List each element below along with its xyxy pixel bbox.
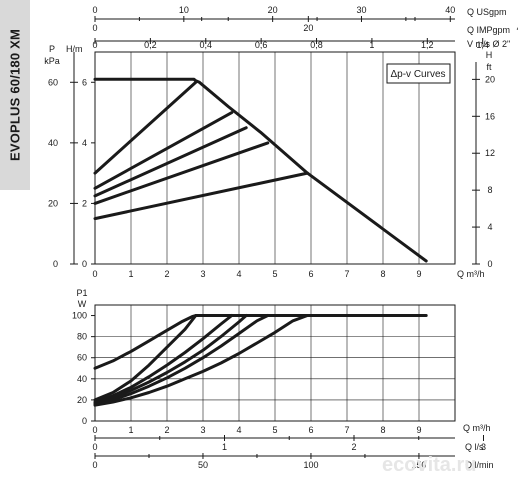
velocity-tick-label: 1,4: [476, 40, 489, 50]
impgpm-tick-label: 20: [303, 23, 313, 33]
impgpm-tick-label: 0: [92, 23, 97, 33]
pressure-unit-label: kPa: [44, 56, 60, 66]
power-curve-6: [93, 314, 309, 407]
flow-tick-label: 0: [92, 425, 97, 435]
velocity-tick-label: 0,4: [200, 40, 213, 50]
watermark: ecovita.ru: [382, 454, 477, 476]
lmin-tick-label: 100: [303, 460, 318, 470]
flow-tick-label: 2: [164, 425, 169, 435]
velocity-tick-label: 0,2: [144, 40, 157, 50]
flow-tick-label: 7: [344, 269, 349, 279]
model-tab: EVOPLUS 60/180 XM: [0, 0, 30, 190]
flow-tick-label: 6: [308, 425, 313, 435]
power-tick-label: 60: [77, 353, 87, 363]
head-curve-4: [93, 126, 248, 198]
lmin-tick-label: 150: [411, 460, 426, 470]
flow-tick-label: 3: [200, 269, 205, 279]
flow-tick-label: 3: [200, 425, 205, 435]
head-ft-tick-label: 20: [485, 74, 495, 84]
head-m-tick-label: 6: [82, 77, 87, 87]
ls-tick-label: 1: [222, 442, 227, 452]
power-curve-3: [93, 314, 234, 404]
usgpm-tick-label: 40: [445, 5, 455, 15]
head-m-axis-label: H/m: [66, 44, 83, 54]
usgpm-tick-label: 0: [92, 5, 97, 15]
head-ft-tick-label: 12: [485, 148, 495, 158]
head-ft-tick-label: 0: [487, 259, 492, 269]
lmin-tick-label: 0: [92, 460, 97, 470]
power-tick-label: 40: [77, 374, 87, 384]
ls-tick-label: 3: [481, 442, 486, 452]
power-curve-1: [93, 314, 198, 370]
flow-tick-label: 4: [236, 269, 241, 279]
lmin-tick-label: 50: [198, 460, 208, 470]
flow-tick-label: 9: [416, 425, 421, 435]
flow-tick-label: 1: [128, 269, 133, 279]
head-curve-1: [93, 77, 428, 263]
ls-tick-label: 2: [351, 442, 356, 452]
velocity-tick-label: 0: [92, 40, 97, 50]
legend-box: [386, 63, 451, 84]
usgpm-tick-label: 10: [179, 5, 189, 15]
flow-tick-label: 9: [416, 269, 421, 279]
impgpm-unit: Q IMPgpm: [467, 25, 510, 35]
power-tick-label: 20: [77, 395, 87, 405]
flow-tick-label: 1: [128, 425, 133, 435]
head-ft-tick-label: 8: [487, 185, 492, 195]
flow-tick-label: 8: [380, 425, 385, 435]
velocity-tick-label: 0,8: [310, 40, 323, 50]
head-ft-unit-label: ft: [486, 62, 492, 72]
power-tick-label: 100: [72, 311, 87, 321]
power-curve-5: [93, 314, 270, 406]
flow-tick-label: 5: [272, 425, 277, 435]
ls-tick-label: 0: [92, 442, 97, 452]
head-m-tick-label: 0: [82, 259, 87, 269]
pressure-kpa-tick-label: 20: [48, 198, 58, 208]
velocity-unit: V m/s Ø 2": [467, 39, 510, 49]
head-curve-5: [93, 141, 270, 205]
head-m-tick-label: 2: [82, 198, 87, 208]
power-tick-label: 0: [82, 416, 87, 426]
usgpm-tick-label: 20: [268, 5, 278, 15]
flow-tick-label: 8: [380, 269, 385, 279]
flow-axis-label: Q m³/h: [457, 269, 485, 279]
velocity-tick-label: 0,6: [255, 40, 268, 50]
head-ft-tick-label: 16: [485, 111, 495, 121]
power-unit-label: W: [78, 299, 87, 309]
power-axis-label: P1: [76, 288, 87, 298]
velocity-tick-label: 1: [369, 40, 374, 50]
flow-tick-label: 0: [92, 269, 97, 279]
pressure-axis-label: P: [49, 44, 55, 54]
power-tick-label: 80: [77, 332, 87, 342]
flow-tick-label: 4: [236, 425, 241, 435]
velocity-tick-label: 1,2: [421, 40, 434, 50]
pressure-kpa-tick-label: 40: [48, 138, 58, 148]
pressure-kpa-tick-label: 60: [48, 77, 58, 87]
power-curve-2: [93, 314, 428, 402]
lmin-unit: Q l/min: [465, 460, 494, 470]
flow-tick-label: 5: [272, 269, 277, 279]
flow-tick-label: 6: [308, 269, 313, 279]
flow-tick-label: 7: [344, 425, 349, 435]
head-ft-tick-label: 4: [487, 222, 492, 232]
usgpm-tick-label: 30: [356, 5, 366, 15]
ls-unit: Q l/s: [465, 442, 484, 452]
power-curve-4: [93, 314, 248, 405]
flow-tick-label: 2: [164, 269, 169, 279]
legend-text: Δp-v Curves: [390, 69, 445, 80]
head-curve-3: [93, 111, 234, 190]
head-curve-6: [93, 171, 309, 221]
impgpm-tick-label: 40: [517, 23, 518, 33]
usgpm-unit: Q USgpm: [467, 7, 507, 17]
flow-axis-label: Q m³/h: [463, 423, 491, 433]
pressure-kpa-tick-label: 0: [53, 259, 58, 269]
head-m-tick-label: 4: [82, 138, 87, 148]
head-ft-axis-label: H: [486, 50, 493, 60]
head-curve-2: [93, 80, 198, 175]
